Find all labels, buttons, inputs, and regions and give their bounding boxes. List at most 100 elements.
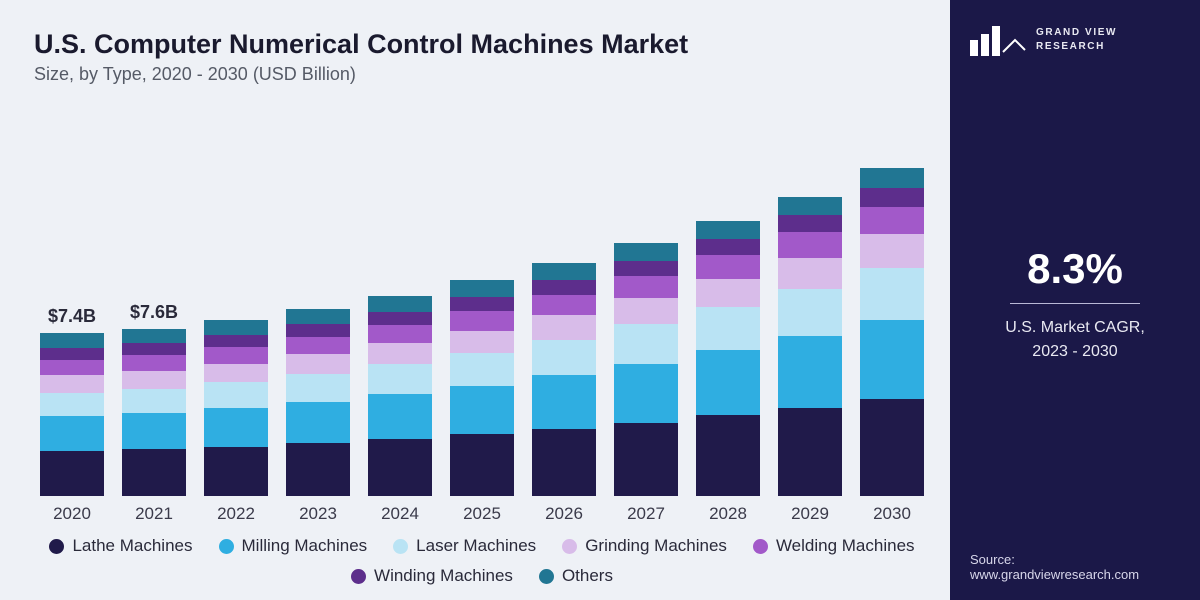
- bar-segment: [122, 413, 186, 449]
- legend-item: Welding Machines: [753, 536, 915, 556]
- bar-segment: [122, 449, 186, 496]
- legend-item: Milling Machines: [219, 536, 368, 556]
- bar-segment: [532, 375, 596, 429]
- legend-item: Winding Machines: [351, 566, 513, 586]
- bar-segment: [450, 280, 514, 297]
- bar-segment: [696, 415, 760, 496]
- bar-segment: [778, 336, 842, 408]
- legend-label: Others: [562, 566, 613, 586]
- x-tick-label: 2023: [286, 498, 350, 526]
- legend-item: Others: [539, 566, 613, 586]
- source-attribution: Source: www.grandviewresearch.com: [970, 552, 1180, 582]
- bar-value-callout: $7.4B: [48, 306, 96, 327]
- bar-segment: [614, 243, 678, 261]
- x-axis: 2020202120222023202420252026202720282029…: [34, 498, 930, 526]
- chart-plot-area: $7.4B$7.6B 20202021202220232024202520262…: [34, 113, 930, 526]
- source-link[interactable]: www.grandviewresearch.com: [970, 567, 1139, 582]
- x-tick-label: 2028: [696, 498, 760, 526]
- chart-subtitle: Size, by Type, 2020 - 2030 (USD Billion): [34, 64, 930, 85]
- chart-title: U.S. Computer Numerical Control Machines…: [34, 28, 930, 60]
- bar-segment: [204, 364, 268, 382]
- bar-segment: [860, 320, 924, 399]
- bar-segment: [204, 335, 268, 348]
- bar-segment: [286, 354, 350, 374]
- legend-swatch-icon: [753, 539, 768, 554]
- bar-segment: [122, 329, 186, 343]
- bar-column: [286, 309, 350, 496]
- legend-label: Laser Machines: [416, 536, 536, 556]
- bar-segment: [450, 331, 514, 353]
- bar-segment: [368, 312, 432, 326]
- x-tick-label: 2027: [614, 498, 678, 526]
- x-tick-label: 2024: [368, 498, 432, 526]
- bar-segment: [696, 350, 760, 415]
- logo-icon: [970, 26, 1026, 56]
- bar-segment: [696, 239, 760, 256]
- bar-segment: [204, 447, 268, 497]
- bar-segment: [778, 215, 842, 233]
- chart-legend: Lathe Machines Milling Machines Laser Mach…: [34, 536, 930, 586]
- bar-segment: [532, 295, 596, 316]
- bar-segment: [532, 340, 596, 376]
- bar-segment: [778, 408, 842, 496]
- bar-segment: [122, 389, 186, 413]
- bar-segment: [122, 355, 186, 371]
- chart-panel: U.S. Computer Numerical Control Machines…: [0, 0, 950, 600]
- bar-segment: [40, 451, 104, 496]
- bar-segment: [450, 386, 514, 435]
- legend-item: Laser Machines: [393, 536, 536, 556]
- bar-segment: [286, 443, 350, 496]
- bar-segment: [614, 261, 678, 277]
- bar-column: [696, 221, 760, 496]
- bar-column: [450, 280, 514, 496]
- bar-segment: [860, 399, 924, 496]
- bar-segment: [122, 371, 186, 389]
- bar-segment: [204, 347, 268, 363]
- bar-segment: [122, 343, 186, 355]
- bar-column: [368, 296, 432, 496]
- cagr-metric: 8.3% U.S. Market CAGR, 2023 - 2030: [970, 245, 1180, 362]
- bar-segment: [40, 375, 104, 392]
- bar-segment: [696, 255, 760, 279]
- legend-item: Grinding Machines: [562, 536, 727, 556]
- bar-segment: [286, 374, 350, 402]
- bar-segment: [860, 168, 924, 188]
- legend-swatch-icon: [219, 539, 234, 554]
- logo-text: GRAND VIEW RESEARCH: [1036, 26, 1180, 53]
- bar-column: [532, 263, 596, 496]
- x-tick-label: 2029: [778, 498, 842, 526]
- bar-column: $7.6B: [122, 329, 186, 496]
- bar-segment: [368, 439, 432, 496]
- bar-segment: [696, 279, 760, 307]
- bar-segment: [368, 394, 432, 439]
- bar-column: [204, 320, 268, 496]
- legend-label: Winding Machines: [374, 566, 513, 586]
- bar-segment: [778, 197, 842, 215]
- x-tick-label: 2025: [450, 498, 514, 526]
- legend-item: Lathe Machines: [49, 536, 192, 556]
- bar-segment: [532, 280, 596, 295]
- bar-segment: [778, 232, 842, 258]
- brand-logo: GRAND VIEW RESEARCH: [970, 26, 1180, 56]
- bar-segment: [368, 296, 432, 312]
- bar-segment: [40, 360, 104, 375]
- bar-segment: [614, 298, 678, 324]
- sidebar-panel: GRAND VIEW RESEARCH 8.3% U.S. Market CAG…: [950, 0, 1200, 600]
- legend-label: Grinding Machines: [585, 536, 727, 556]
- bar-segment: [532, 315, 596, 339]
- bar-column: [778, 197, 842, 496]
- bar-segment: [286, 309, 350, 324]
- bar-column: [860, 168, 924, 496]
- legend-swatch-icon: [351, 569, 366, 584]
- bar-segment: [778, 258, 842, 289]
- bar-segment: [614, 364, 678, 423]
- legend-label: Milling Machines: [242, 536, 368, 556]
- bar-segment: [40, 348, 104, 360]
- bar-segment: [860, 268, 924, 320]
- bar-segment: [860, 234, 924, 267]
- bar-segment: [450, 311, 514, 330]
- x-tick-label: 2022: [204, 498, 268, 526]
- bar-segment: [614, 423, 678, 496]
- bar-segment: [696, 221, 760, 239]
- bar-segment: [532, 429, 596, 496]
